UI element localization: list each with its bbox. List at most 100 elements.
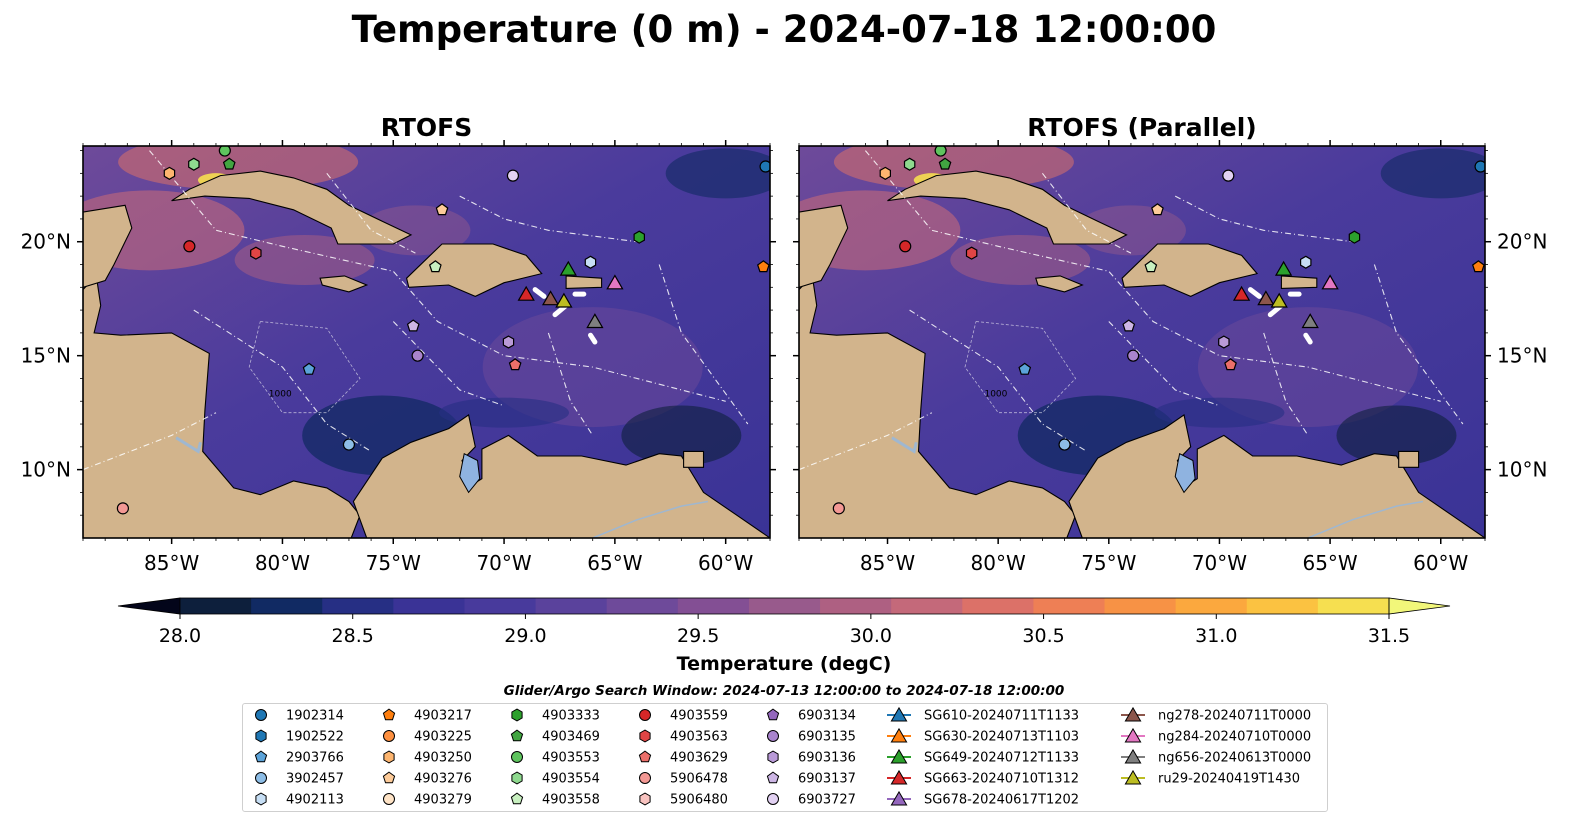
land-south-america (1068, 413, 1485, 538)
argo-float-4903563 (965, 246, 978, 260)
argo-float-4903563 (250, 246, 262, 260)
colorbar-segment (962, 598, 1034, 614)
argo-float-4903469 (938, 157, 952, 170)
figure-title: Temperature (0 m) - 2024-07-18 12:00:00 (352, 8, 1217, 51)
argo-float-4903559 (183, 240, 196, 253)
colorbar-segment (180, 598, 252, 614)
legend-marker-4903217 (382, 708, 396, 721)
river-orinoco (592, 500, 709, 538)
legend-label: 4903250 (414, 751, 472, 766)
argo-float-4903553 (934, 146, 947, 157)
lake-nicaragua (175, 436, 202, 454)
legend-label: SG630-20240713T1103 (924, 730, 1079, 745)
argo-float-4903217 (1471, 260, 1485, 273)
legend-label: 5906478 (670, 772, 728, 787)
eez-boundary (392, 321, 505, 407)
eez-boundary (799, 412, 933, 471)
legend-label: 4903279 (414, 793, 472, 808)
glider-SG649-20240712T1133 (1274, 260, 1293, 276)
land-puerto-rico (565, 275, 603, 289)
legend-glider-marker-ng656-20240613T0000 (1124, 748, 1142, 764)
argo-float-5906478 (832, 502, 845, 515)
legend-marker-6903134 (766, 708, 780, 721)
panel-title: RTOFS (Parallel) (1027, 113, 1256, 142)
lon-tick-label: 65°W (587, 551, 642, 575)
argo-float-6903727 (506, 169, 520, 182)
legend (242, 703, 1328, 812)
lon-tick-label: 80°W (255, 551, 310, 575)
legend-marker-6903137 (766, 771, 780, 784)
legend-label: SG610-20240711T1133 (924, 709, 1079, 724)
argo-float-4903250 (163, 166, 176, 180)
colorbar: 28.0 28.5 29.0 29.5 30.0 30.5 31.0 31.5 Temperat… (117, 597, 1451, 675)
land-central-america (799, 274, 1077, 538)
contour-label: 1000 (984, 390, 1007, 400)
lake-maracaibo (459, 452, 481, 494)
legend-label: ng656-20240613T0000 (1158, 751, 1311, 766)
legend-label: 6903136 (798, 751, 856, 766)
legend-label: ng284-20240710T0000 (1158, 730, 1311, 745)
land-puerto-rico (1280, 275, 1318, 289)
lon-tick-label: 75°W (366, 551, 421, 575)
lake-maracaibo (1174, 452, 1196, 494)
argo-float-6903137 (406, 319, 420, 332)
map-frame (82, 145, 771, 539)
colorbar-segment (251, 598, 323, 614)
argo-float-6903135 (411, 349, 424, 362)
map-panel-2: 1000 RTOFS (Parallel) 85°W 80°W 75°W 70°W 65°W… (793, 113, 1547, 575)
land-cuba (887, 170, 1128, 245)
argo-float-6903136 (502, 335, 515, 349)
argo-float-4902113 (1299, 255, 1312, 269)
colorbar-segment (1104, 598, 1177, 614)
contour-label: 1000 (269, 390, 292, 400)
colorbar-tick-label: 31.5 (1368, 625, 1410, 647)
bathymetry-contour (964, 321, 1077, 414)
land-yucatan (83, 204, 133, 288)
legend-label: ru29-20240419T1430 (1158, 772, 1300, 787)
colorbar-label: Temperature (degC) (677, 653, 892, 675)
legend-label: 4903225 (414, 730, 472, 745)
argo-float-4903553 (218, 146, 231, 157)
land-jamaica (1035, 275, 1084, 293)
land-hispaniola (405, 243, 543, 298)
legend-glider-marker-ng278-20240711T0000 (1124, 706, 1142, 722)
argo-float-4903276 (1151, 203, 1164, 216)
legend-label: 4902113 (286, 793, 344, 808)
map-panel-1: 1000 RTOFS 85°W 80°W 75°W 70°W 65°W 60°W 10°N 15°… (21, 113, 776, 575)
argo-float-6903136 (1218, 335, 1230, 349)
lon-tick-label: 80°W (971, 551, 1026, 575)
argo-float-4903250 (879, 166, 892, 180)
colorbar-segment (606, 598, 679, 614)
legend-label: 4903554 (542, 772, 600, 787)
argo-float-4903629 (508, 358, 522, 371)
legend-marker-4903554 (511, 771, 523, 785)
legend-marker-5906478 (639, 772, 651, 784)
colorbar-segment (677, 598, 750, 614)
lon-tick-label: 60°W (1413, 551, 1468, 575)
legend-label: 4903559 (670, 709, 728, 724)
lon-tick-label: 65°W (1302, 551, 1357, 575)
glider-track (1247, 287, 1262, 299)
lon-tick-label: 70°W (476, 551, 531, 575)
argo-float-4903469 (222, 157, 236, 170)
land-hispaniola (1121, 243, 1259, 298)
legend-label: 4903629 (670, 751, 728, 766)
colorbar-segment (1317, 598, 1390, 614)
glider-ng278-20240711T0000 (541, 290, 560, 306)
legend-marker-4903559 (639, 709, 651, 721)
glider-ng656-20240613T0000 (586, 313, 604, 329)
river-orinoco (1307, 500, 1424, 538)
colorbar-tick-label: 29.0 (504, 625, 546, 647)
legend-label: ng278-20240711T0000 (1158, 709, 1311, 724)
lat-tick-label: 20°N (1497, 230, 1547, 254)
eez-boundary (658, 264, 749, 425)
colorbar-tick-label: 30.5 (1022, 625, 1064, 647)
argo-float-4903558 (428, 260, 442, 273)
bathymetry-contour (248, 321, 361, 414)
legend-marker-6903135 (767, 730, 779, 742)
legend-marker-4902113 (255, 792, 267, 806)
legend-marker-5906480 (639, 792, 651, 806)
argo-float-6903137 (1122, 319, 1136, 332)
land-south-america (352, 413, 770, 538)
